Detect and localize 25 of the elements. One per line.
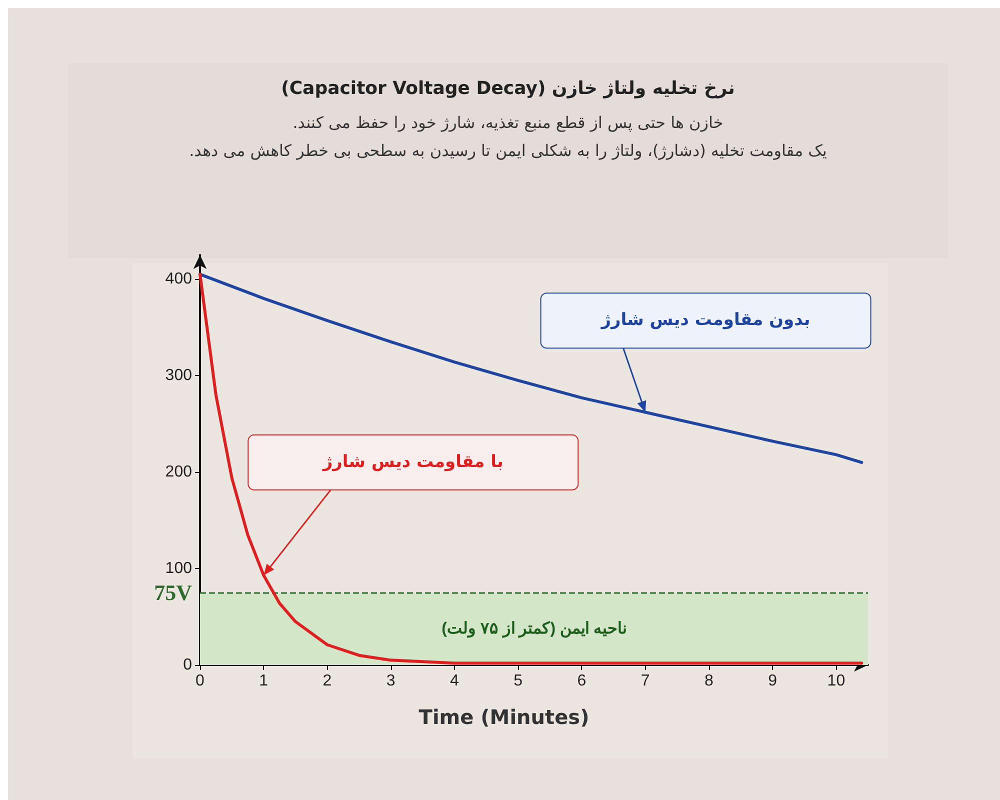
ref-line-label: 75V [154,580,192,606]
x-tick-label: 0 [196,672,205,690]
x-tick-label: 8 [704,672,714,690]
y-tick-label: 100 [165,560,192,578]
x-tick-label: 7 [640,672,650,690]
y-tick-label: 0 [183,656,192,674]
callout-box: با مقاومت دیس شارژ [248,434,579,490]
line-series [198,272,864,665]
x-tick-label: 6 [577,672,586,690]
y-tick-label: 200 [165,464,192,481]
x-tick-label: 2 [322,672,332,690]
band-label: ناحیه ایمن (کمتر از ۷۵ ولت) [442,620,626,638]
y-tick-label: 400 [165,270,192,288]
y-tick-label: 300 [165,367,192,384]
x-tick-label: 4 [450,672,460,690]
chart-title: نرخ تخلیه ولتاژ خازن (Capacitor Voltage Decay) [280,78,736,99]
callout-box: بدون مقاومت دیس شارژ [540,292,872,349]
chart-subtitle: خازن ها حتی پس از قطع منبع تغذیه، شارژ خود را حفظ می کنند. یک مقاومت تخلیه (دشارژ)، ولتاژ را به شکلی ایمن تا رسیدن به سطحی بی خطر کاهش می دهد. [188,112,828,162]
x-tick-label: 9 [768,672,778,690]
x-tick-label: 1 [259,672,268,690]
x-axis-title: Time (Minutes) [418,705,590,729]
x-tick-label: 5 [514,672,523,690]
text: با مقاومت دیس شارژ [322,452,504,472]
x-tick-label: 3 [386,672,396,690]
x-tick-label: 10 [827,672,846,690]
